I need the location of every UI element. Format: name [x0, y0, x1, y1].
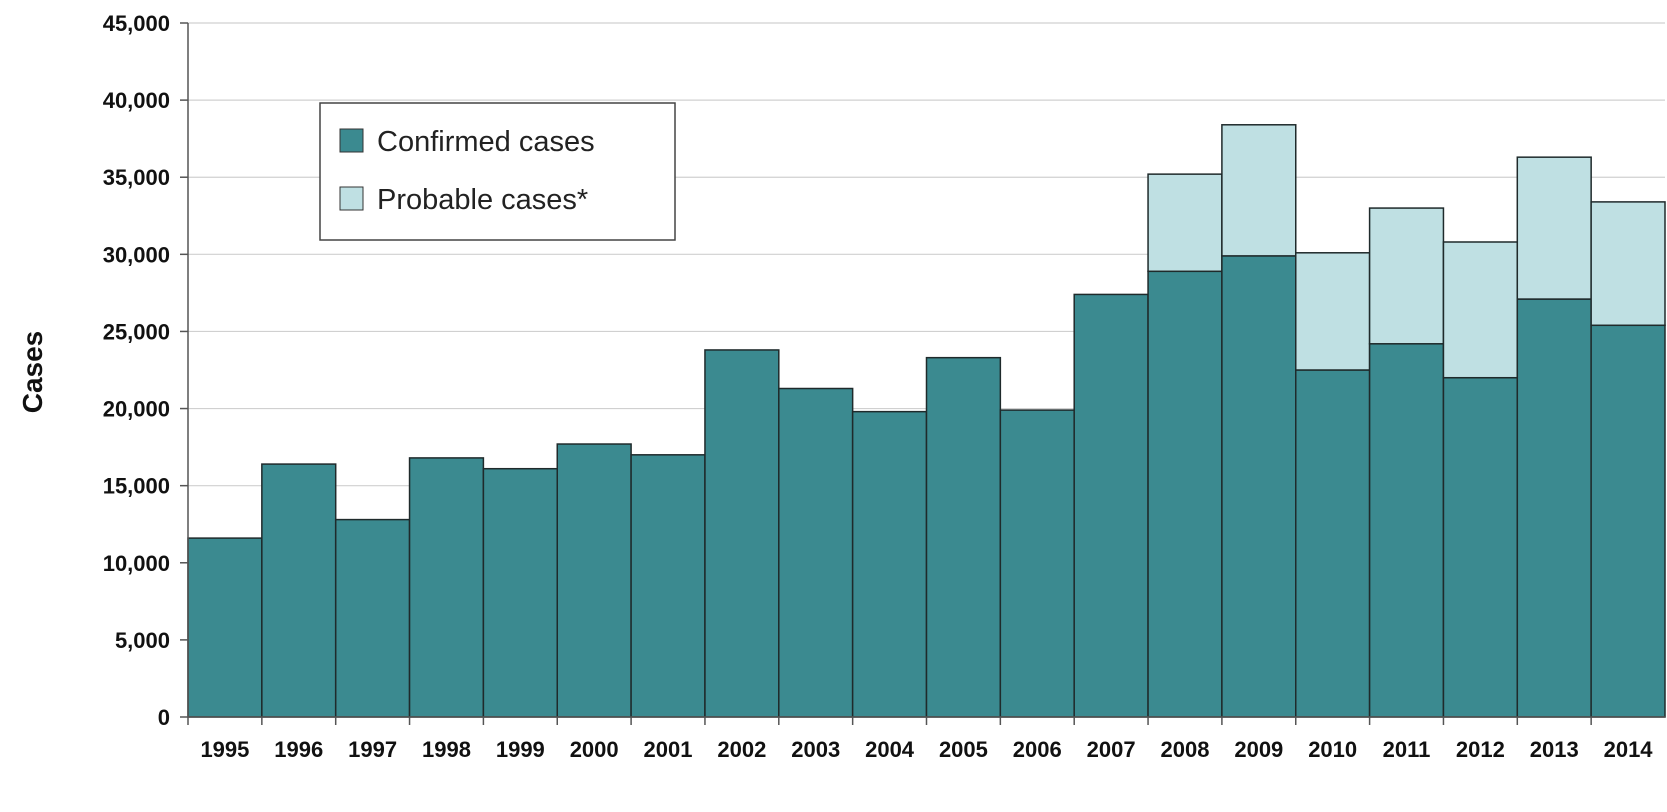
x-tick-label-1995: 1995 [200, 737, 249, 762]
bar-probable-2014 [1590, 201, 1666, 327]
y-tick-label: 25,000 [103, 319, 170, 344]
x-tick-labels: 1995 1996 1997 1998 1999 2000 2001 2002 2003 2004… [200, 737, 1653, 762]
bar-probable-2012 [1442, 241, 1519, 379]
legend-label-confirmed: Confirmed cases [377, 126, 595, 158]
x-tick-label-2003: 2003 [791, 737, 840, 762]
bar-confirmed-2000 [556, 443, 632, 718]
bar-probable-2013 [1516, 156, 1592, 300]
bar-confirmed-1997 [334, 518, 411, 718]
bar-confirmed-2006 [999, 409, 1075, 718]
bar-confirmed-2008 [1147, 270, 1223, 718]
x-tick-label-1997: 1997 [348, 737, 397, 762]
y-tick-label: 40,000 [103, 88, 170, 113]
bar-confirmed-1998 [408, 457, 485, 718]
y-tick-label: 5,000 [115, 628, 170, 653]
x-tick-label-2002: 2002 [717, 737, 766, 762]
y-tick-label: 30,000 [103, 242, 170, 267]
bar-probable-2010 [1295, 252, 1371, 371]
bar-probable-2011 [1368, 207, 1445, 345]
bar-confirmed-2005 [925, 356, 1002, 718]
x-tick-label-2005: 2005 [939, 737, 988, 762]
x-tick-label-1996: 1996 [274, 737, 323, 762]
y-tick-label: 20,000 [103, 397, 170, 422]
legend-swatch-probable [339, 186, 364, 211]
x-tick-label-2011: 2011 [1383, 737, 1431, 762]
x-tick-label-2013: 2013 [1530, 737, 1579, 762]
y-tick-labels: 0 5,000 10,000 15,000 20,000 25,000 30,000 35,0… [103, 11, 170, 730]
legend-box [319, 102, 676, 241]
bar-confirmed-2003 [778, 387, 854, 718]
x-tick-label-2001: 2001 [644, 737, 693, 762]
bar-confirmed-2012 [1442, 376, 1519, 718]
bar-confirmed-2007 [1073, 293, 1149, 718]
y-tick-label: 15,000 [103, 474, 170, 499]
x-tick-label-2006: 2006 [1013, 737, 1062, 762]
x-tick-label-2012: 2012 [1456, 737, 1505, 762]
y-tick-label: 45,000 [103, 11, 170, 36]
bar-confirmed-2001 [630, 454, 706, 718]
y-tick-label: 35,000 [103, 165, 170, 190]
axes [180, 22, 1665, 725]
x-tick-label-2000: 2000 [570, 737, 619, 762]
bar-confirmed-2011 [1368, 343, 1445, 718]
legend: Confirmed cases Probable cases* [319, 102, 676, 241]
bar-confirmed-2013 [1516, 298, 1592, 718]
bar-probable-2008 [1147, 173, 1223, 273]
legend-swatch-confirmed [339, 128, 364, 153]
bar-confirmed-2014 [1590, 324, 1666, 718]
bar-confirmed-2004 [851, 410, 928, 718]
y-tick-label: 0 [158, 705, 170, 730]
bar-confirmed-1996 [261, 463, 337, 718]
bars [187, 124, 1666, 718]
x-tick-label-2007: 2007 [1087, 737, 1136, 762]
x-tick-label-1999: 1999 [496, 737, 545, 762]
y-tick-label: 10,000 [103, 551, 170, 576]
x-tick-label-2010: 2010 [1308, 737, 1357, 762]
bar-confirmed-2010 [1295, 369, 1371, 718]
x-tick-label-2009: 2009 [1234, 737, 1283, 762]
bar-confirmed-2002 [704, 349, 780, 718]
bar-confirmed-1999 [482, 467, 558, 718]
bar-confirmed-2009 [1221, 255, 1297, 718]
x-tick-label-2004: 2004 [865, 737, 915, 762]
bar-confirmed-1995 [187, 537, 263, 718]
x-tick-label-2014: 2014 [1604, 737, 1654, 762]
x-tick-label-2008: 2008 [1160, 737, 1209, 762]
x-tick-label-1998: 1998 [422, 737, 471, 762]
legend-label-probable: Probable cases* [377, 184, 588, 216]
y-axis-label: Cases [17, 331, 48, 414]
bar-probable-2009 [1221, 124, 1297, 257]
